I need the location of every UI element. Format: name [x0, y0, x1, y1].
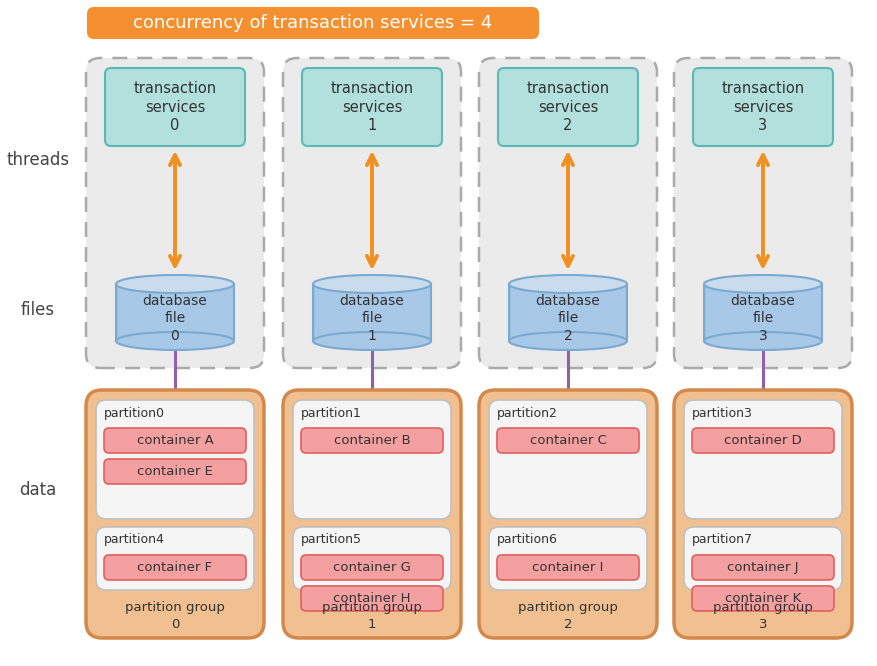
Text: partition group
0: partition group 0: [125, 601, 225, 631]
Text: partition5: partition5: [301, 533, 361, 547]
FancyBboxPatch shape: [674, 58, 851, 368]
Text: partition group
2: partition group 2: [517, 601, 617, 631]
FancyBboxPatch shape: [301, 555, 443, 580]
Bar: [116, 284, 234, 341]
FancyBboxPatch shape: [88, 8, 538, 38]
Text: container H: container H: [333, 592, 410, 605]
Text: partition2: partition2: [496, 406, 557, 420]
FancyBboxPatch shape: [691, 555, 833, 580]
Ellipse shape: [703, 275, 821, 293]
Text: container I: container I: [531, 561, 603, 574]
FancyBboxPatch shape: [293, 400, 451, 519]
FancyBboxPatch shape: [105, 68, 245, 146]
Text: container B: container B: [333, 434, 410, 447]
Ellipse shape: [509, 332, 626, 350]
Text: container K: container K: [724, 592, 800, 605]
Ellipse shape: [703, 332, 821, 350]
FancyBboxPatch shape: [683, 400, 841, 519]
FancyBboxPatch shape: [683, 527, 841, 590]
FancyBboxPatch shape: [488, 400, 646, 519]
FancyBboxPatch shape: [496, 555, 638, 580]
Text: partition3: partition3: [691, 406, 752, 420]
FancyBboxPatch shape: [103, 459, 246, 484]
FancyBboxPatch shape: [488, 527, 646, 590]
Text: transaction
services
1: transaction services 1: [330, 81, 413, 133]
Text: database
file
2: database file 2: [535, 294, 600, 343]
Text: container D: container D: [724, 434, 801, 447]
Text: container G: container G: [332, 561, 410, 574]
Text: threads: threads: [6, 151, 69, 169]
Text: database
file
0: database file 0: [142, 294, 207, 343]
Text: container F: container F: [138, 561, 212, 574]
FancyBboxPatch shape: [691, 586, 833, 611]
Text: partition group
1: partition group 1: [322, 601, 422, 631]
Text: transaction
services
0: transaction services 0: [133, 81, 217, 133]
FancyBboxPatch shape: [103, 428, 246, 453]
Ellipse shape: [116, 275, 234, 293]
Text: partition group
3: partition group 3: [712, 601, 812, 631]
FancyBboxPatch shape: [692, 68, 832, 146]
Ellipse shape: [509, 275, 626, 293]
Text: partition1: partition1: [301, 406, 361, 420]
FancyBboxPatch shape: [293, 527, 451, 590]
FancyBboxPatch shape: [103, 555, 246, 580]
Text: database
file
3: database file 3: [730, 294, 795, 343]
Ellipse shape: [312, 332, 431, 350]
Text: container A: container A: [137, 434, 213, 447]
FancyBboxPatch shape: [302, 68, 441, 146]
FancyBboxPatch shape: [301, 428, 443, 453]
FancyBboxPatch shape: [479, 58, 656, 368]
Text: partition4: partition4: [103, 533, 165, 547]
FancyBboxPatch shape: [86, 58, 264, 368]
FancyBboxPatch shape: [96, 400, 253, 519]
Text: database
file
1: database file 1: [339, 294, 404, 343]
Text: partition0: partition0: [103, 406, 165, 420]
Text: container E: container E: [137, 465, 213, 478]
FancyBboxPatch shape: [86, 390, 264, 638]
FancyBboxPatch shape: [497, 68, 638, 146]
Text: transaction
services
2: transaction services 2: [526, 81, 609, 133]
FancyBboxPatch shape: [282, 58, 460, 368]
FancyBboxPatch shape: [691, 428, 833, 453]
FancyBboxPatch shape: [479, 390, 656, 638]
Ellipse shape: [312, 275, 431, 293]
FancyBboxPatch shape: [301, 586, 443, 611]
Text: partition7: partition7: [691, 533, 752, 547]
Text: concurrency of transaction services = 4: concurrency of transaction services = 4: [133, 14, 492, 32]
FancyBboxPatch shape: [282, 390, 460, 638]
Text: files: files: [21, 301, 55, 319]
FancyBboxPatch shape: [96, 527, 253, 590]
FancyBboxPatch shape: [496, 428, 638, 453]
Bar: [703, 284, 821, 341]
Bar: [312, 284, 431, 341]
Text: transaction
services
3: transaction services 3: [721, 81, 803, 133]
Text: container C: container C: [529, 434, 606, 447]
Text: container J: container J: [726, 561, 798, 574]
Ellipse shape: [116, 332, 234, 350]
Bar: [509, 284, 626, 341]
FancyBboxPatch shape: [674, 390, 851, 638]
Text: partition6: partition6: [496, 533, 557, 547]
Text: data: data: [19, 481, 56, 499]
